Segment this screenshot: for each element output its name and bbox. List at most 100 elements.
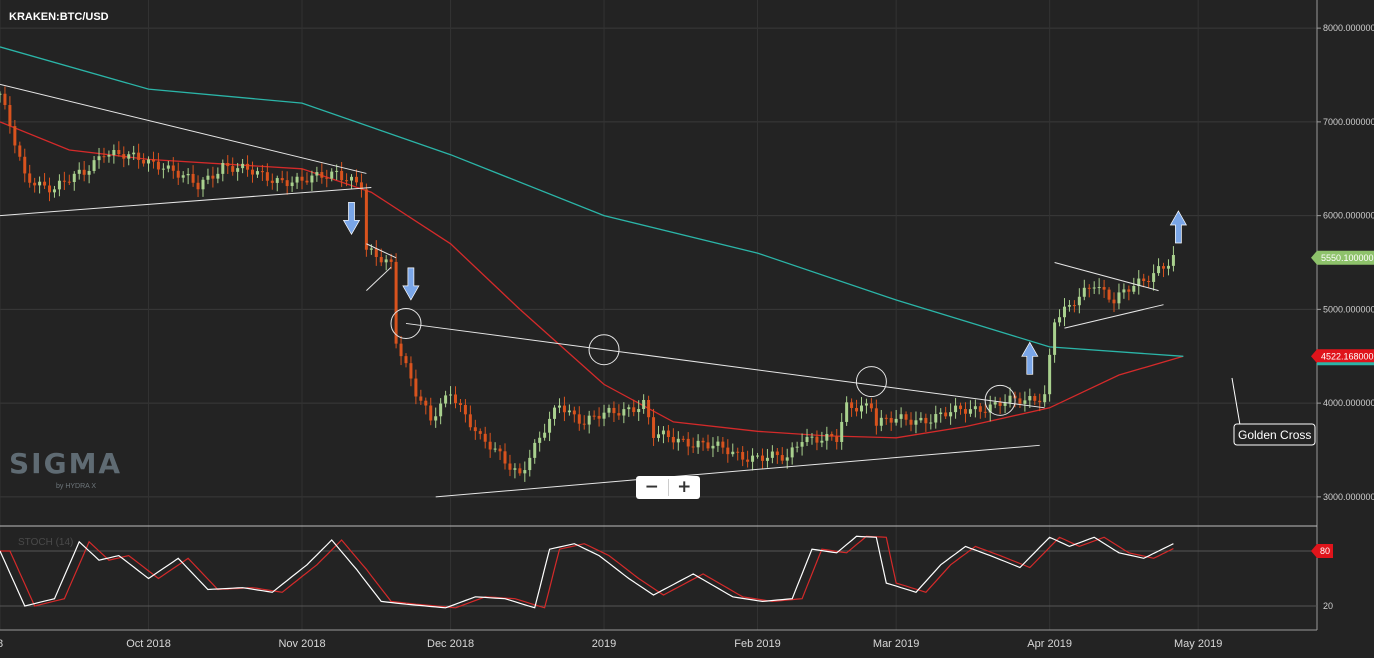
candle-body <box>939 412 943 415</box>
candle <box>404 353 408 368</box>
candle-body <box>652 417 656 438</box>
x-tick-label: 8 <box>0 638 3 650</box>
candle-body <box>825 433 829 441</box>
candle-body <box>117 150 121 155</box>
candle-body <box>216 173 220 179</box>
candle <box>439 398 443 425</box>
candle-body <box>18 145 22 157</box>
candle-body <box>359 182 363 190</box>
candle <box>43 173 47 190</box>
candle-body <box>874 408 878 426</box>
candle <box>701 437 705 451</box>
candle-body <box>845 402 849 422</box>
candle <box>196 175 200 198</box>
candle-body <box>1067 305 1071 307</box>
candle-body <box>1142 278 1146 281</box>
candle <box>785 448 789 469</box>
candle-body <box>548 418 552 433</box>
candle <box>255 167 259 178</box>
candle <box>379 248 383 267</box>
candle <box>52 185 56 198</box>
candle-body <box>726 447 730 455</box>
candle <box>285 171 289 195</box>
candle-body <box>830 433 834 437</box>
candle-body <box>795 446 799 448</box>
arrow-down <box>402 267 420 301</box>
candle-body <box>1028 396 1032 401</box>
candle-body <box>23 156 27 174</box>
candle <box>647 395 651 425</box>
candle <box>409 356 413 387</box>
candle <box>1152 264 1156 291</box>
candle-body <box>954 405 958 413</box>
candle-body <box>1117 292 1121 304</box>
candle-body <box>884 417 888 419</box>
candle <box>147 156 151 172</box>
candle-body <box>756 455 760 457</box>
candle <box>642 394 646 414</box>
candle-body <box>963 409 967 414</box>
candle-body <box>414 378 418 397</box>
candle-body <box>201 179 205 190</box>
candle-body <box>156 161 160 170</box>
pattern-circle <box>390 307 422 339</box>
candle <box>57 174 61 197</box>
candle-body <box>458 403 462 405</box>
candle <box>493 442 497 453</box>
candle <box>572 406 576 423</box>
candle <box>1043 385 1047 407</box>
candle <box>97 147 101 169</box>
candle <box>340 162 344 187</box>
candle-body <box>741 451 745 460</box>
x-tick-label: May 2019 <box>1174 638 1222 650</box>
candle <box>231 157 235 176</box>
candle-body <box>419 396 423 401</box>
candle <box>181 171 185 183</box>
price-badge: 5550.100000 <box>1311 250 1374 265</box>
candle-body <box>275 178 279 183</box>
zoom-in-button[interactable]: + <box>669 476 701 499</box>
y-tick-label: 5000.000000 <box>1323 304 1374 314</box>
x-tick-label: Oct 2018 <box>126 638 171 650</box>
y-tick-label: 7000.000000 <box>1323 117 1374 127</box>
candle-body <box>434 416 438 421</box>
candle-body <box>785 457 789 461</box>
candle <box>780 447 784 465</box>
trendline <box>0 187 372 217</box>
candle <box>241 158 245 174</box>
candle-body <box>1127 289 1131 292</box>
candle-body <box>1107 289 1111 300</box>
zoom-out-button[interactable]: − <box>636 476 668 499</box>
candle <box>414 369 418 405</box>
candle-body <box>924 417 928 424</box>
candle-body <box>597 415 601 419</box>
candle <box>899 407 903 428</box>
candle-body <box>97 156 101 161</box>
candle <box>454 386 458 409</box>
candle <box>72 171 76 191</box>
candle-body <box>483 433 487 442</box>
candle <box>770 445 774 464</box>
candle <box>934 405 938 429</box>
candle <box>1137 270 1141 295</box>
candle-body <box>1043 394 1047 403</box>
arrow-down <box>342 201 361 236</box>
candle <box>1028 388 1032 408</box>
candle <box>929 414 933 430</box>
candle-body <box>43 181 47 186</box>
candle-body <box>993 402 997 405</box>
candle-body <box>280 178 284 181</box>
candle <box>592 410 596 420</box>
candle <box>607 404 611 418</box>
candle-body <box>968 409 972 414</box>
candle <box>557 398 561 414</box>
candle <box>23 148 27 183</box>
candle <box>122 146 126 168</box>
candle <box>226 155 230 174</box>
candle-body <box>310 175 314 183</box>
x-tick-label: Dec 2018 <box>427 638 474 650</box>
candle <box>1008 387 1012 408</box>
candle <box>1171 246 1175 272</box>
